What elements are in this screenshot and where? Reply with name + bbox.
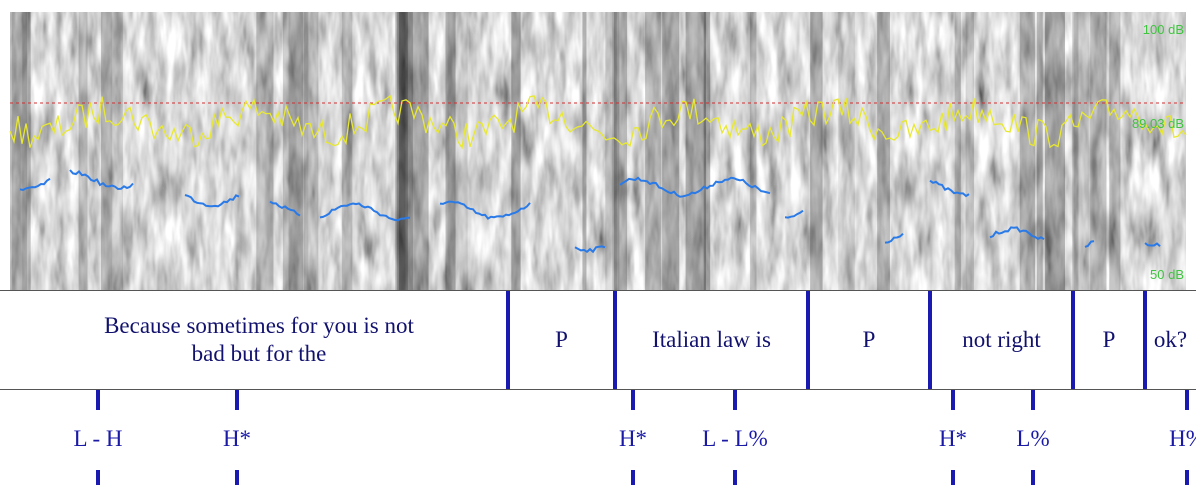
point-label: H* [938,426,968,451]
pitch-segment [184,194,240,208]
dark-band [412,12,429,290]
dark-band [1072,12,1090,290]
dark-band [445,12,456,290]
dark-band [100,12,113,290]
point-mark [733,470,737,485]
dark-band [1090,12,1107,290]
dark-band [78,12,88,290]
dark-band [1109,12,1121,290]
pitch-segment [19,177,51,192]
point-mark [235,390,239,410]
boundary [613,291,617,391]
interval-label: Italian law is [652,327,771,352]
pitch-segment [619,176,771,198]
dark-band [749,12,757,290]
spectrogram: 100 dB 89.03 dB 50 dB [9,12,1187,290]
point-mark [1185,390,1189,410]
pitch-segment [1144,242,1161,247]
dark-band [877,12,890,290]
dark-band [396,12,408,290]
point-mark [631,470,635,485]
pitch-segment [69,169,134,191]
dark-band [341,12,353,290]
dark-band [447,12,468,290]
point-mark [235,470,239,485]
dark-band [662,12,680,290]
dark-band [685,12,707,290]
dark-band [703,12,711,290]
boundary [806,291,810,391]
db-label: 89.03 dB [1132,116,1184,131]
dark-band [954,12,961,290]
point-mark [96,470,100,485]
interval-label: ok? [1153,327,1188,352]
intensity-track [9,94,1187,150]
point-label: H* [618,426,648,451]
dark-band [1044,12,1065,290]
dark-band [10,12,31,290]
pitch-track [19,169,1161,254]
dark-band [612,12,620,290]
point-label: H% [1169,426,1196,451]
pitch-segment [884,232,904,244]
dark-band [582,12,587,290]
point-mark [631,390,635,410]
point-label: H* [222,426,252,451]
pitch-segment [269,200,301,217]
dark-band [399,12,413,290]
point-tier: L - H H* H* L - L% H* L% H% [0,389,1196,485]
point-mark [1185,470,1189,485]
point-mark [733,390,737,410]
pitch-segment [319,202,411,222]
dark-band [1019,12,1036,290]
point-mark [96,390,100,410]
dark-band [645,12,662,290]
dark-band [511,12,521,290]
spectrogram-image [10,12,1186,290]
point-mark [1031,390,1035,410]
dark-band [256,12,274,290]
point-mark [951,470,955,485]
pitch-segment [989,226,1045,241]
db-label: 50 dB [1150,267,1184,282]
point-mark [1031,470,1035,485]
dark-band [101,12,124,290]
dark-band [22,12,31,290]
boundary [1143,291,1147,391]
interval-label: P [862,327,876,352]
boundary [1071,291,1075,391]
boundary [506,291,510,391]
point-label: L - H [73,426,123,451]
pitch-segment [784,209,804,219]
boundary [928,291,932,391]
pitch-segment [574,245,606,254]
dark-band [1036,12,1043,290]
dark-band [965,12,974,290]
interval-label: P [555,327,568,352]
interval-label: P [1102,327,1116,352]
pitch-segment [439,200,531,220]
interval-label: Because sometimes for you is not bad but… [104,313,414,366]
pitch-segment [929,179,970,198]
dark-band [1073,12,1079,290]
dark-bands [10,12,1121,290]
dark-band [303,12,319,290]
dark-band [282,12,304,290]
point-label: L% [1016,426,1050,451]
dark-band [395,12,413,290]
dark-band [398,12,406,290]
dark-band [614,12,628,290]
interval-label: not right [962,327,1041,352]
point-mark [951,390,955,410]
dark-band [810,12,823,290]
db-label: 100 dB [1143,22,1184,37]
pitch-segment [1084,240,1095,248]
dark-band [605,12,617,290]
point-label: L - L% [702,426,768,451]
interval-tier: Because sometimes for you is not bad but… [0,290,1196,391]
dark-band [288,12,309,290]
dark-band [11,12,27,290]
dark-band [838,12,855,290]
